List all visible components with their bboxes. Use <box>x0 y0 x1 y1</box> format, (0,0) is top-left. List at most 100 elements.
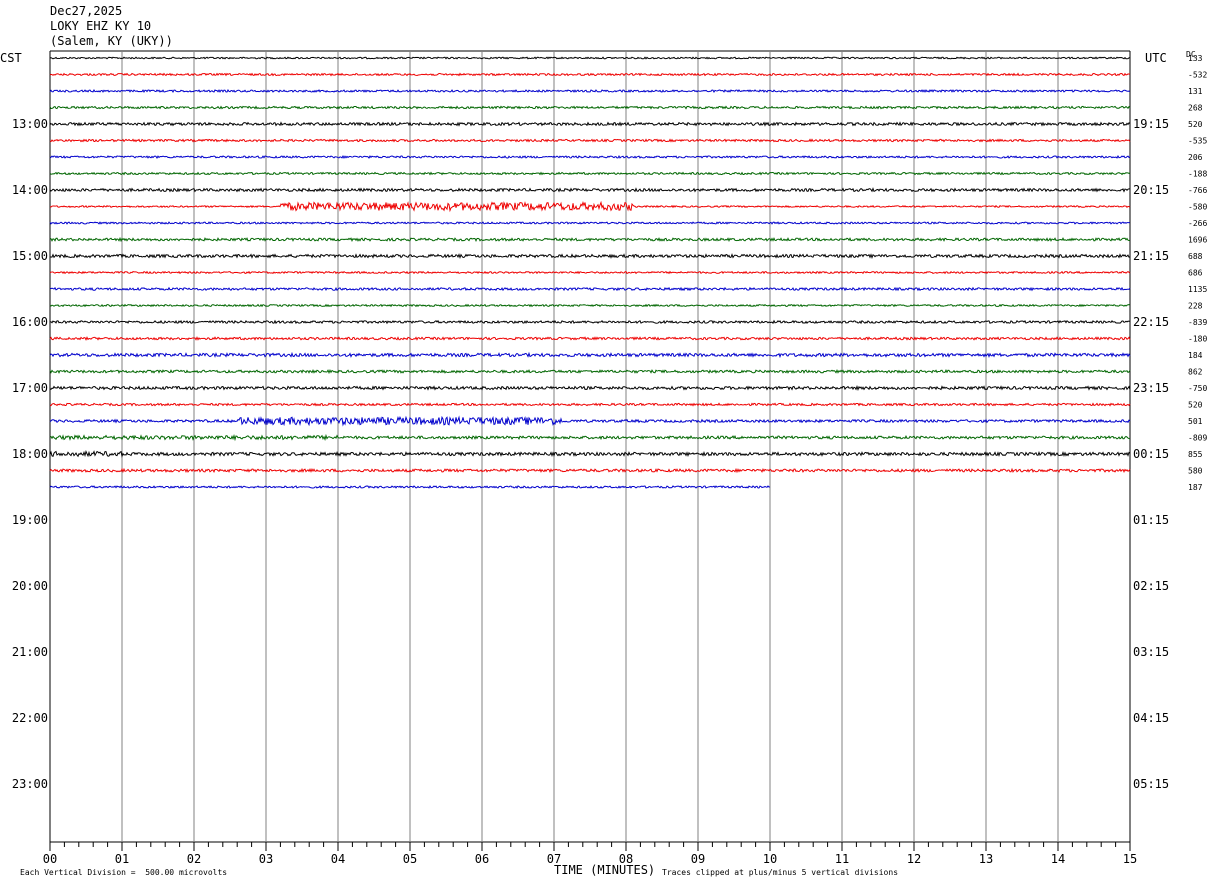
dc-label: DC <box>1186 50 1196 59</box>
seismic-trace <box>49 200 1131 213</box>
x-axis-title: TIME (MINUTES) <box>554 863 656 877</box>
x-tick-label: 13 <box>979 852 993 866</box>
seismic-trace <box>49 187 1131 193</box>
right-hour-label: 20:15 <box>1133 183 1169 197</box>
left-hour-label: 22:00 <box>12 711 48 725</box>
dc-offset-label: 520 <box>1188 401 1203 410</box>
x-tick-label: 00 <box>43 852 57 866</box>
left-timezone-label: CST <box>0 51 22 65</box>
seismic-trace <box>49 221 1131 225</box>
left-hour-label: 13:00 <box>12 117 48 131</box>
seismic-trace <box>49 89 1131 94</box>
seismic-trace <box>49 319 1131 325</box>
seismic-trace <box>49 253 1131 260</box>
dc-offset-label: 686 <box>1188 269 1203 278</box>
x-tick-label: 01 <box>115 852 129 866</box>
seismic-trace <box>49 154 1131 159</box>
seismic-trace <box>49 351 1131 359</box>
seismic-trace <box>49 72 1131 77</box>
dc-offset-label: 228 <box>1188 302 1203 311</box>
dc-offset-label: -532 <box>1188 71 1207 80</box>
clip-note: Traces clipped at plus/minus 5 vertical … <box>662 868 899 877</box>
seismic-trace <box>49 270 1131 275</box>
dc-offset-label: -766 <box>1188 186 1207 195</box>
dc-offset-label: 862 <box>1188 368 1203 377</box>
x-tick-label: 05 <box>403 852 417 866</box>
seismic-trace <box>49 105 1131 110</box>
dc-offset-label: 1696 <box>1188 236 1207 245</box>
x-tick-label: 02 <box>187 852 201 866</box>
x-tick-label: 11 <box>835 852 849 866</box>
seismic-trace <box>49 385 1131 391</box>
x-tick-label: 10 <box>763 852 777 866</box>
dc-offset-label: -809 <box>1188 434 1207 443</box>
dc-offset-label: 131 <box>1188 87 1203 96</box>
seismic-trace <box>49 121 1131 127</box>
x-tick-label: 07 <box>547 852 561 866</box>
left-hour-label: 14:00 <box>12 183 48 197</box>
seismic-trace <box>49 368 1131 375</box>
seismic-trace <box>49 286 1131 292</box>
seismic-trace <box>49 171 1131 176</box>
seismic-trace <box>49 402 1131 407</box>
x-tick-label: 15 <box>1123 852 1137 866</box>
left-hour-label: 21:00 <box>12 645 48 659</box>
dc-offset-label: -266 <box>1188 219 1207 228</box>
dc-offset-label: 855 <box>1188 450 1203 459</box>
x-tick-label: 03 <box>259 852 273 866</box>
header-date: Dec27,2025 <box>50 4 123 18</box>
seismic-trace <box>49 138 1131 143</box>
dc-offset-label: 268 <box>1188 104 1203 113</box>
x-tick-label: 12 <box>907 852 921 866</box>
right-hour-label: 21:15 <box>1133 249 1169 263</box>
seismic-trace <box>49 415 1131 427</box>
right-timezone-label: UTC <box>1145 51 1167 65</box>
right-hour-label: 01:15 <box>1133 513 1169 527</box>
left-hour-label: 20:00 <box>12 579 48 593</box>
left-hour-label: 15:00 <box>12 249 48 263</box>
dc-offset-label: 688 <box>1188 252 1203 261</box>
x-tick-label: 09 <box>691 852 705 866</box>
seismic-trace <box>49 484 771 489</box>
x-tick-label: 06 <box>475 852 489 866</box>
right-hour-label: 05:15 <box>1133 777 1169 791</box>
right-hour-label: 04:15 <box>1133 711 1169 725</box>
seismic-trace <box>49 56 1131 60</box>
seismic-trace <box>49 450 1131 458</box>
left-hour-label: 16:00 <box>12 315 48 329</box>
dc-offset-label: 520 <box>1188 120 1203 129</box>
header-location: (Salem, KY (UKY)) <box>50 34 173 48</box>
dc-offset-label: 501 <box>1188 417 1203 426</box>
seismic-trace <box>49 236 1131 243</box>
seismic-trace <box>49 336 1131 341</box>
dc-offset-label: 187 <box>1188 483 1203 492</box>
right-hour-label: 23:15 <box>1133 381 1169 395</box>
dc-offset-label: -580 <box>1188 203 1207 212</box>
vertical-division-note: Each Vertical Division = 500.00 microvol… <box>20 868 228 877</box>
left-hour-label: 19:00 <box>12 513 48 527</box>
right-hour-label: 03:15 <box>1133 645 1169 659</box>
left-hour-label: 17:00 <box>12 381 48 395</box>
left-hour-label: 23:00 <box>12 777 48 791</box>
x-tick-label: 08 <box>619 852 633 866</box>
dc-offset-label: 580 <box>1188 467 1203 476</box>
dc-offset-label: -535 <box>1188 137 1207 146</box>
dc-offset-label: 206 <box>1188 153 1203 162</box>
right-hour-label: 00:15 <box>1133 447 1169 461</box>
dc-offset-label: 184 <box>1188 351 1203 360</box>
dc-offset-label: -839 <box>1188 318 1207 327</box>
header-station: LOKY EHZ KY 10 <box>50 19 152 33</box>
right-hour-label: 02:15 <box>1133 579 1169 593</box>
right-hour-label: 22:15 <box>1133 315 1169 329</box>
dc-offset-label: -180 <box>1188 335 1207 344</box>
left-hour-label: 18:00 <box>12 447 48 461</box>
x-tick-label: 04 <box>331 852 345 866</box>
dc-offset-label: -188 <box>1188 170 1207 179</box>
seismic-trace <box>49 433 1131 442</box>
dc-offset-label: 1135 <box>1188 285 1207 294</box>
right-hour-label: 19:15 <box>1133 117 1169 131</box>
seismic-trace <box>49 303 1131 308</box>
seismic-trace <box>49 467 1131 474</box>
x-tick-label: 14 <box>1051 852 1065 866</box>
